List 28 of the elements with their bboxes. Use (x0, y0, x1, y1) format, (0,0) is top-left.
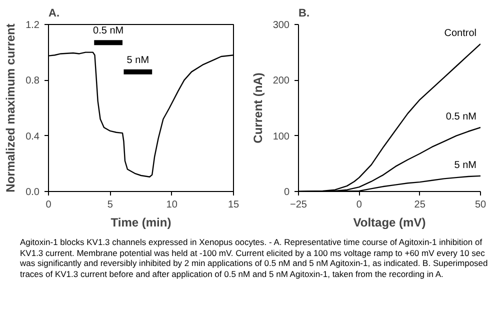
x-tick-label: 10 (166, 200, 178, 210)
text: Agitoxin-1 blocks KV1.3 channels expressed in Xenopus oocytes. - A. Representative time course of Agitoxin-1 inhibition of KV1.3 current. Membrane potential was held at -100 mV. Current elicited by a 100 ms voltage ramp to +60 mV every 10 sec was significantly and reversibly inhibited by 2 min applications of 0.5 nM and 5 nM Agitoxin-1, as indicated. B. Superimposed traces of KV1.3 current before and after application of 0.5 nM and 5 nM Agitoxin-1, taken from the recording in A. (20, 237, 489, 280)
x-axis-title: Time (min) (110, 216, 172, 230)
x-axis-title: Voltage (mV) (353, 216, 426, 230)
y-axis-title: Current (nA) (250, 72, 265, 144)
y-tick-label: 0.0 (26, 187, 40, 198)
series-label: 0.5 nM (446, 111, 477, 122)
chart-title: A. (48, 8, 60, 20)
chart-title: B. (298, 8, 310, 20)
y-tick-label: 300 (272, 20, 290, 31)
series-label: 0.5 nM (93, 26, 124, 37)
x-tick-label: −25 (290, 200, 308, 210)
y-tick-label: 200 (272, 76, 290, 87)
series-label: 5 nM (126, 54, 150, 66)
y-tick-label: 0.8 (26, 76, 40, 87)
y-tick-label: 1.2 (26, 20, 40, 31)
y-axis-title: Normalized maximum current (4, 24, 18, 192)
y-tick-label: 0.4 (26, 131, 40, 142)
x-tick-label: 15 (228, 200, 240, 210)
x-tick-label: 0 (46, 200, 52, 210)
x-tick-label: 5 (107, 200, 114, 210)
series-label: 5 nM (454, 160, 477, 171)
y-tick-label: 0 (284, 187, 290, 198)
x-tick-label: 0 (356, 200, 362, 210)
series-label: Control (444, 28, 477, 39)
x-tick-label: 25 (414, 200, 426, 210)
x-tick-label: 50 (474, 200, 486, 210)
y-tick-label: 100 (272, 131, 290, 142)
